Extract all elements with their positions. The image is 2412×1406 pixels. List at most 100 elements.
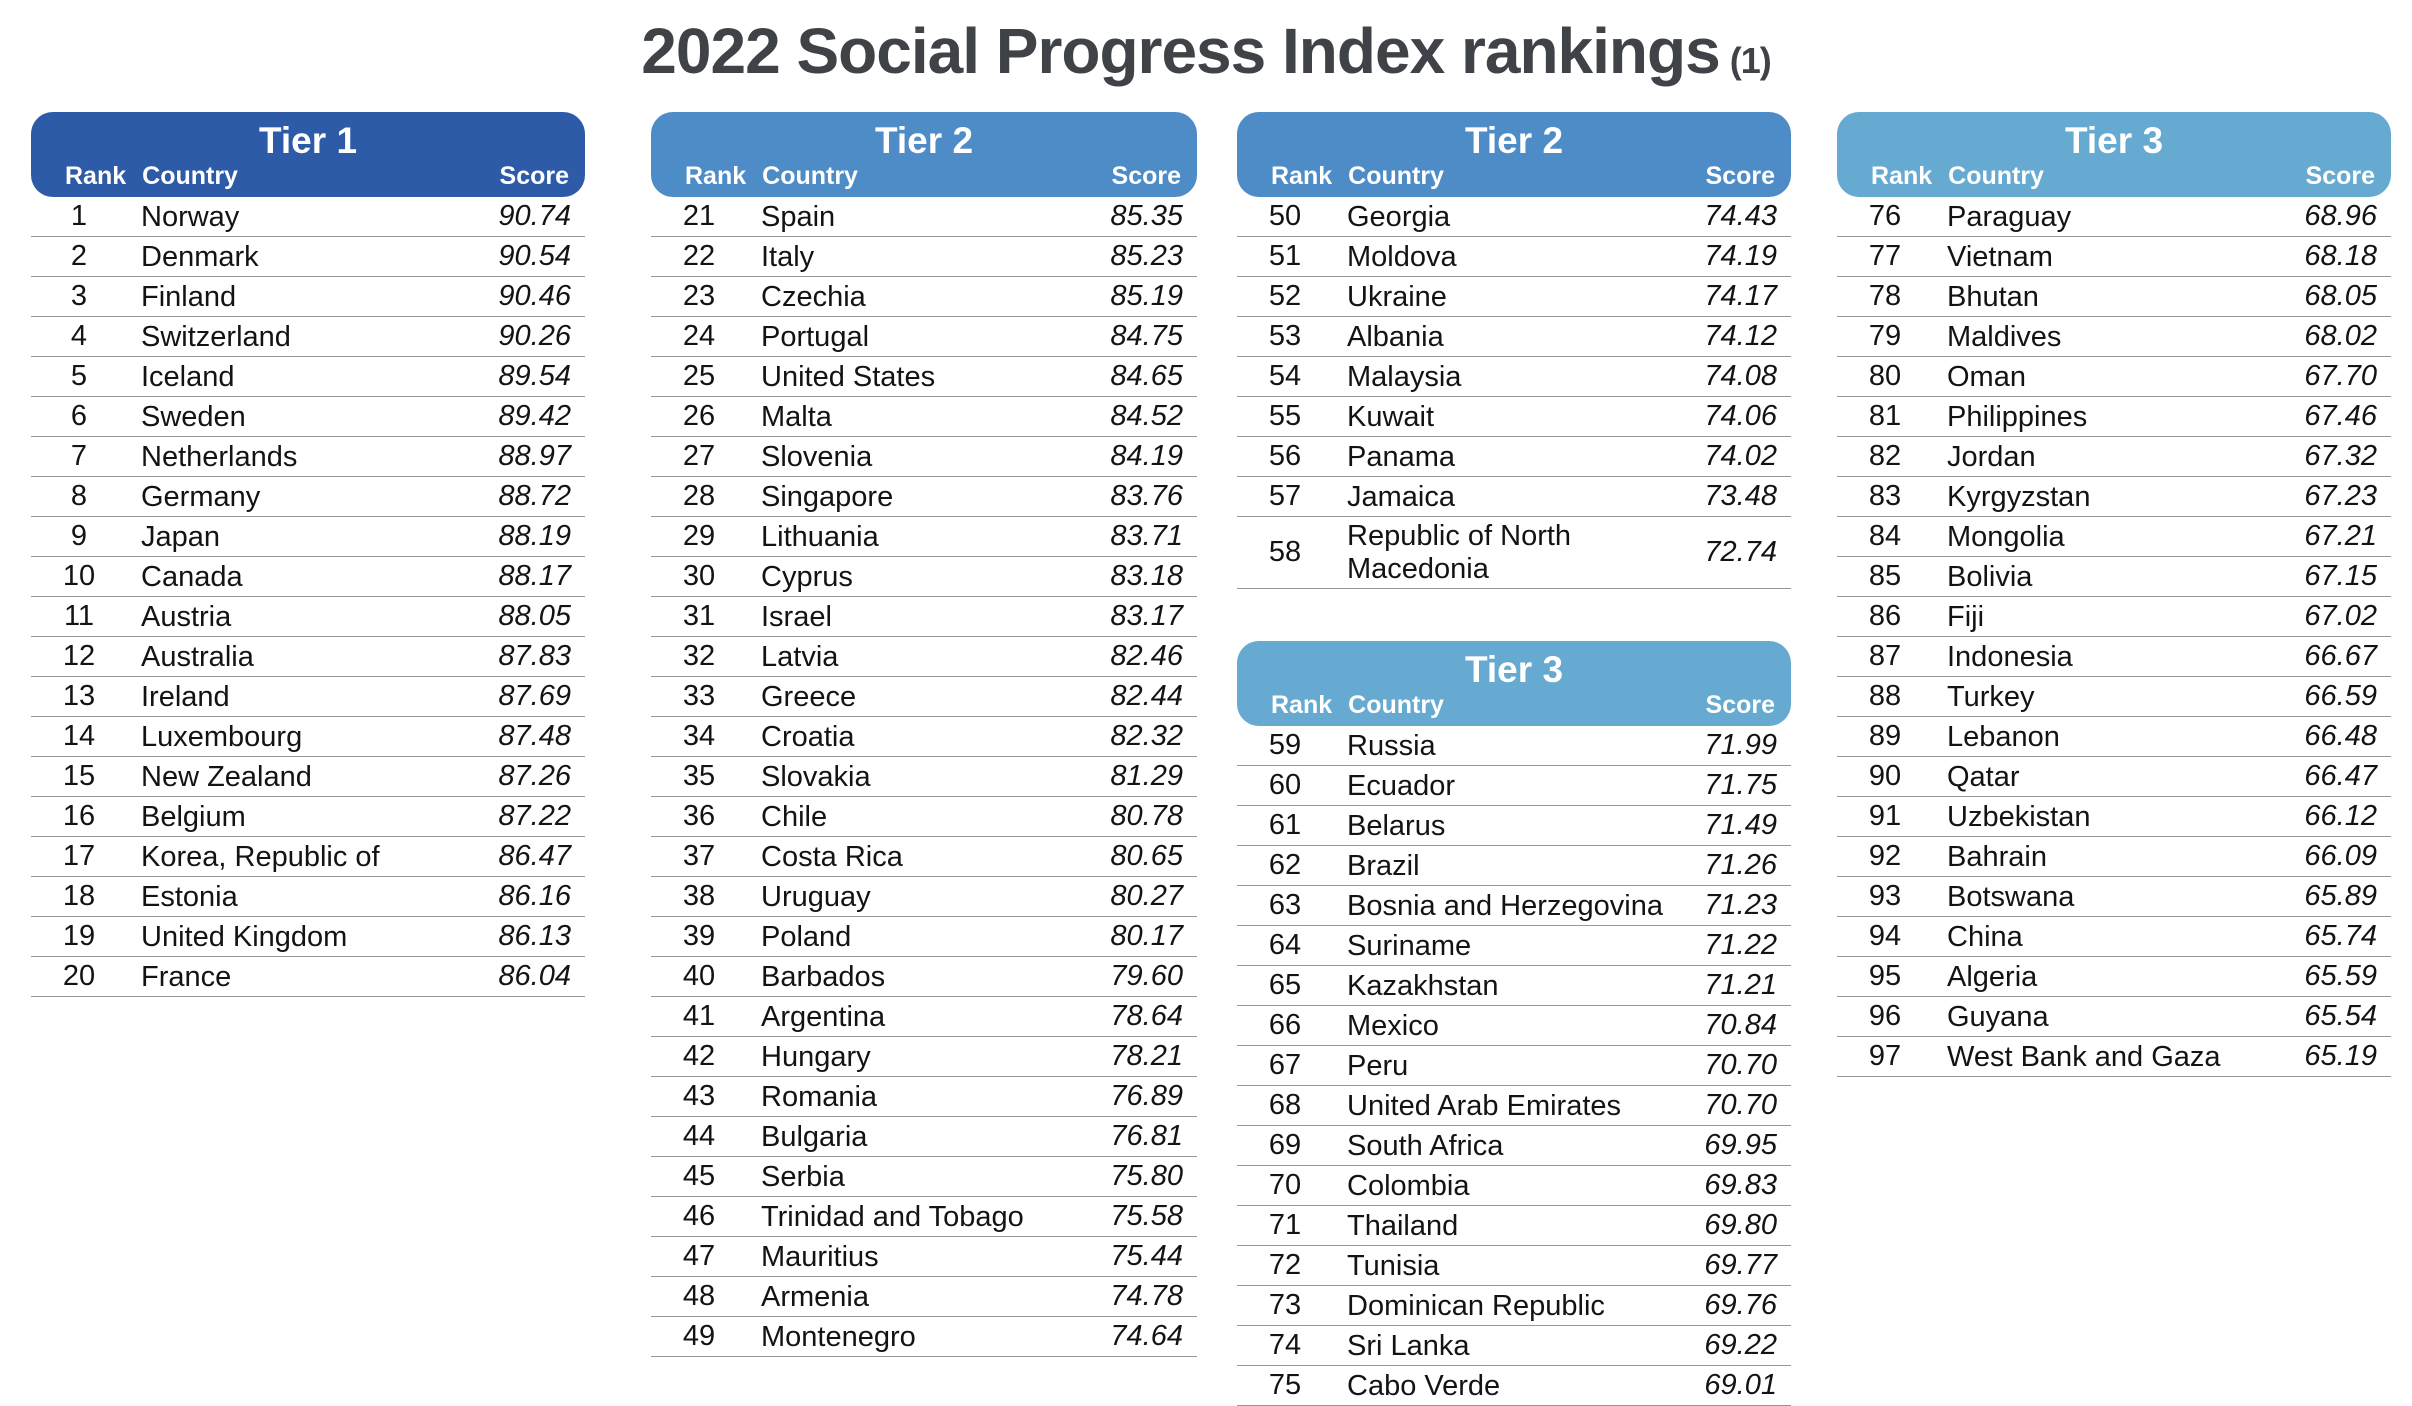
country-cell: Moldova <box>1347 240 1457 273</box>
country-cell: Israel <box>761 600 832 633</box>
table-row: 65 Kazakhstan 71.21 <box>1237 966 1791 1007</box>
score-cell: 67.46 <box>2304 400 2377 433</box>
rank-cell: 41 <box>682 1000 716 1033</box>
country-cell: Japan <box>141 520 221 553</box>
country-cell: Trinidad and Tobago <box>761 1200 1024 1233</box>
rank-cell: 91 <box>1868 800 1902 833</box>
score-cell: 65.74 <box>2304 920 2377 953</box>
rank-cell: 39 <box>682 920 716 953</box>
score-cell: 69.95 <box>1704 1129 1777 1162</box>
table-row: 5 Iceland 89.54 <box>31 357 585 398</box>
country-cell: Argentina <box>761 1000 886 1033</box>
ranking-table-1: Tier 1 Rank Country Score 1 Norway 90.74 2 Denma… <box>31 112 585 998</box>
column-1: Tier 1 Rank Country Score 1 Norway 90.74 2 Denma… <box>31 112 585 998</box>
ranking-table-5: Tier 3 Rank Country Score 76 Paraguay 68.96 77 V… <box>1837 112 2391 1078</box>
score-cell: 90.74 <box>498 200 571 233</box>
score-cell: 67.32 <box>2304 440 2377 473</box>
country-column-header: Country <box>142 162 238 191</box>
ranking-table-2: Tier 2 Rank Country Score 21 Spain 85.35 22 Ital… <box>651 112 1197 1358</box>
table-row: 88 Turkey 66.59 <box>1837 677 2391 718</box>
score-cell: 76.89 <box>1110 1080 1183 1113</box>
score-cell: 71.21 <box>1704 969 1777 1002</box>
score-cell: 84.75 <box>1110 320 1183 353</box>
rank-cell: 42 <box>682 1040 716 1073</box>
score-cell: 72.74 <box>1704 536 1777 569</box>
rank-column-header: Rank <box>1271 691 1333 720</box>
rank-cell: 67 <box>1268 1049 1302 1082</box>
score-cell: 65.19 <box>2304 1040 2377 1073</box>
score-cell: 86.13 <box>498 920 571 953</box>
rank-cell: 17 <box>62 840 96 873</box>
country-cell: Estonia <box>141 880 238 913</box>
table-row: 71 Thailand 69.80 <box>1237 1206 1791 1247</box>
country-column-header: Country <box>1348 691 1444 720</box>
table-row: 18 Estonia 86.16 <box>31 877 585 918</box>
rank-cell: 19 <box>62 920 96 953</box>
rank-cell: 74 <box>1268 1329 1302 1362</box>
rank-cell: 79 <box>1868 320 1902 353</box>
country-cell: Philippines <box>1947 400 2088 433</box>
score-cell: 80.65 <box>1110 840 1183 873</box>
table-row: 49 Montenegro 74.64 <box>651 1317 1197 1358</box>
rank-cell: 15 <box>62 760 96 793</box>
score-column-header: Score <box>1111 162 1181 191</box>
table-row: 40 Barbados 79.60 <box>651 957 1197 998</box>
table-row: 42 Hungary 78.21 <box>651 1037 1197 1078</box>
table-row: 90 Qatar 66.47 <box>1837 757 2391 798</box>
country-cell: Armenia <box>761 1280 869 1313</box>
country-cell: Czechia <box>761 280 866 313</box>
score-cell: 88.97 <box>498 440 571 473</box>
table-row: 93 Botswana 65.89 <box>1837 877 2391 918</box>
table-row: 41 Argentina 78.64 <box>651 997 1197 1038</box>
table-row: 55 Kuwait 74.06 <box>1237 397 1791 438</box>
score-cell: 75.44 <box>1110 1240 1183 1273</box>
score-cell: 88.19 <box>498 520 571 553</box>
score-cell: 66.48 <box>2304 720 2377 753</box>
rank-cell: 38 <box>682 880 716 913</box>
score-cell: 84.52 <box>1110 400 1183 433</box>
score-cell: 87.83 <box>498 640 571 673</box>
country-column-header: Country <box>762 162 858 191</box>
country-cell: Latvia <box>761 640 839 673</box>
country-cell: Jordan <box>1947 440 2036 473</box>
score-cell: 84.19 <box>1110 440 1183 473</box>
rank-cell: 50 <box>1268 200 1302 233</box>
table-row: 75 Cabo Verde 69.01 <box>1237 1366 1791 1406</box>
score-cell: 82.46 <box>1110 640 1183 673</box>
rank-cell: 72 <box>1268 1249 1302 1282</box>
table-row: 53 Albania 74.12 <box>1237 317 1791 358</box>
rank-cell: 64 <box>1268 929 1302 962</box>
score-cell: 69.01 <box>1704 1369 1777 1402</box>
table-row: 89 Lebanon 66.48 <box>1837 717 2391 758</box>
country-cell: Guyana <box>1947 1000 2049 1033</box>
table-row: 17 Korea, Republic of 86.47 <box>31 837 585 878</box>
table-row: 48 Armenia 74.78 <box>651 1277 1197 1318</box>
table-row: 54 Malaysia 74.08 <box>1237 357 1791 398</box>
rank-cell: 85 <box>1868 560 1902 593</box>
country-cell: Lebanon <box>1947 720 2060 753</box>
rank-cell: 52 <box>1268 280 1302 313</box>
tier-title-label: Tier 2 <box>874 120 974 162</box>
rank-cell: 7 <box>70 440 88 473</box>
score-cell: 87.22 <box>498 800 571 833</box>
rank-cell: 93 <box>1868 880 1902 913</box>
tier-title-label: Tier 1 <box>258 120 358 162</box>
rank-cell: 95 <box>1868 960 1902 993</box>
rank-cell: 57 <box>1268 480 1302 513</box>
table-row: 77 Vietnam 68.18 <box>1837 237 2391 278</box>
rank-cell: 10 <box>62 560 96 593</box>
country-cell: Bahrain <box>1947 840 2047 873</box>
score-cell: 78.21 <box>1110 1040 1183 1073</box>
table-row: 61 Belarus 71.49 <box>1237 806 1791 847</box>
table-row: 85 Bolivia 67.15 <box>1837 557 2391 598</box>
score-cell: 67.15 <box>2304 560 2377 593</box>
country-cell: Bosnia and Herzegovina <box>1347 889 1663 922</box>
rank-cell: 13 <box>62 680 96 713</box>
country-cell: Canada <box>141 560 243 593</box>
country-cell: West Bank and Gaza <box>1947 1040 2221 1073</box>
table-row: 4 Switzerland 90.26 <box>31 317 585 358</box>
rank-cell: 62 <box>1268 849 1302 882</box>
rank-cell: 60 <box>1268 769 1302 802</box>
country-cell: Mauritius <box>761 1240 879 1273</box>
table-row: 84 Mongolia 67.21 <box>1837 517 2391 558</box>
